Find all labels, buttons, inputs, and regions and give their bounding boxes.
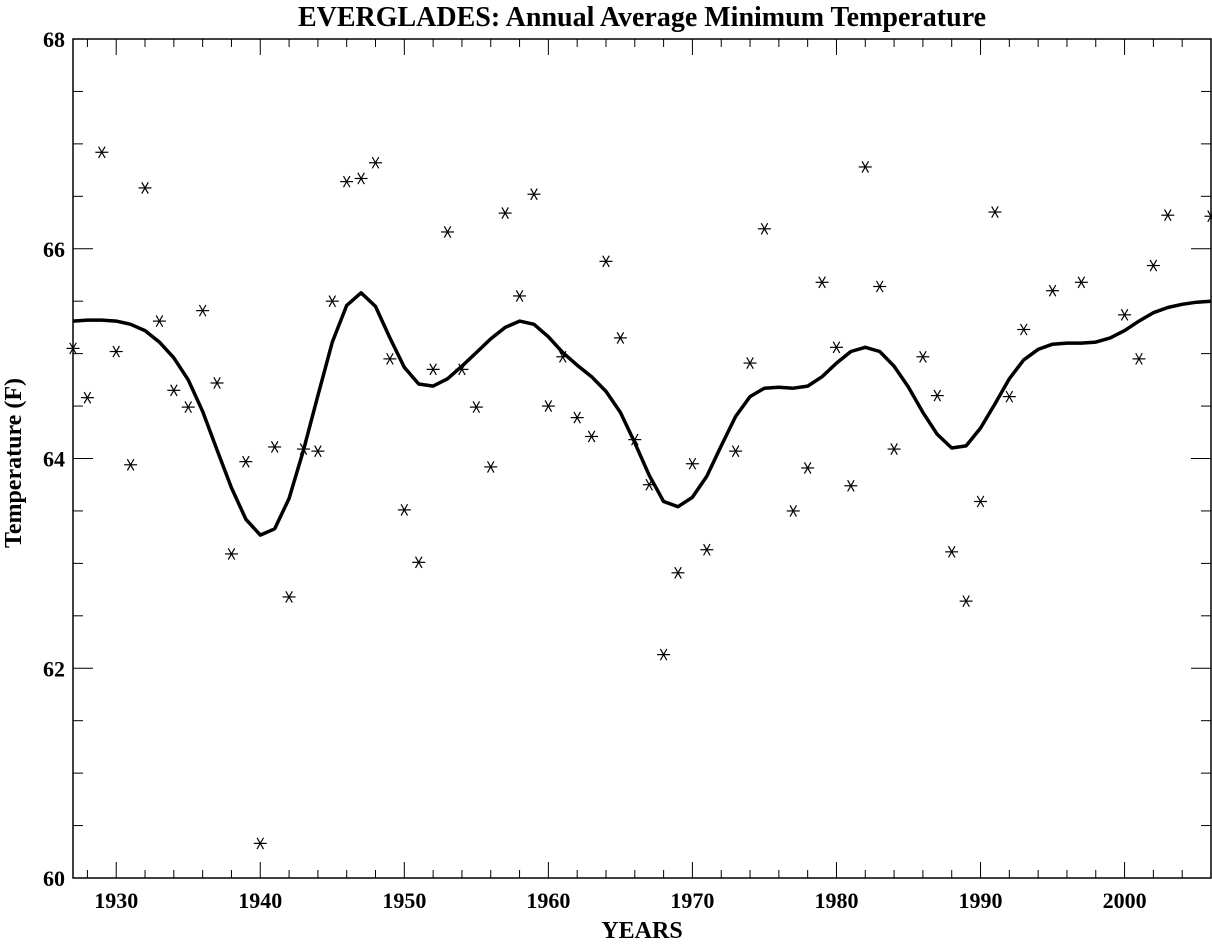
x-axis-label: YEARS bbox=[601, 918, 682, 944]
data-point bbox=[224, 548, 238, 560]
data-point bbox=[152, 315, 166, 328]
data-point bbox=[80, 391, 94, 404]
data-points bbox=[66, 146, 1212, 850]
x-tick-label: 1950 bbox=[382, 888, 426, 913]
data-point bbox=[1204, 210, 1212, 223]
data-point bbox=[95, 146, 109, 159]
data-point bbox=[599, 255, 613, 268]
data-point bbox=[671, 566, 685, 579]
data-point bbox=[484, 460, 498, 473]
data-point bbox=[1017, 323, 1031, 336]
data-point bbox=[757, 222, 771, 235]
data-point bbox=[426, 363, 440, 376]
data-point bbox=[829, 341, 843, 354]
data-point bbox=[513, 290, 527, 302]
data-point bbox=[945, 545, 959, 558]
data-point bbox=[959, 595, 973, 608]
data-point bbox=[570, 411, 584, 424]
data-point bbox=[916, 350, 930, 363]
y-tick-label: 66 bbox=[43, 237, 65, 262]
data-point bbox=[1161, 209, 1175, 222]
data-point bbox=[253, 837, 267, 850]
x-tick-label: 1930 bbox=[94, 888, 138, 913]
data-point bbox=[685, 457, 699, 470]
smoothed-trend-line bbox=[72, 291, 1212, 537]
data-point bbox=[412, 556, 426, 569]
data-point bbox=[340, 175, 354, 188]
x-tick-label: 2000 bbox=[1103, 888, 1147, 913]
y-tick-label: 64 bbox=[43, 447, 65, 472]
data-point bbox=[325, 295, 339, 308]
y-axis-label: Temperature (F) bbox=[1, 378, 27, 548]
data-point bbox=[167, 384, 181, 397]
data-point bbox=[469, 401, 483, 414]
data-point bbox=[296, 443, 310, 455]
data-point bbox=[930, 389, 944, 402]
data-point bbox=[844, 479, 858, 492]
x-tick-label: 1970 bbox=[670, 888, 714, 913]
data-point bbox=[1002, 390, 1016, 403]
data-point bbox=[441, 226, 455, 238]
data-point bbox=[1074, 276, 1088, 289]
data-point bbox=[729, 445, 743, 458]
axis-tick-labels: 1930 1940 1950 1960 1970 1980 1990 2000 60 62 64 66… bbox=[43, 27, 1147, 913]
data-point bbox=[1132, 352, 1146, 365]
y-tick-label: 68 bbox=[43, 27, 65, 52]
data-point bbox=[268, 441, 282, 453]
data-point bbox=[397, 503, 411, 516]
data-point bbox=[109, 345, 123, 358]
data-point bbox=[613, 331, 627, 344]
data-point bbox=[801, 462, 815, 474]
data-point bbox=[383, 352, 397, 365]
y-tick-label: 62 bbox=[43, 656, 65, 681]
data-point bbox=[642, 478, 656, 491]
x-tick-label: 1940 bbox=[238, 888, 282, 913]
data-point bbox=[282, 591, 296, 603]
data-point bbox=[1046, 284, 1060, 297]
data-point bbox=[138, 181, 152, 194]
data-point bbox=[700, 543, 714, 556]
data-point bbox=[786, 505, 800, 517]
data-point bbox=[585, 430, 599, 443]
y-tick-label: 60 bbox=[43, 866, 65, 891]
data-point bbox=[541, 400, 555, 412]
data-point bbox=[527, 188, 541, 201]
data-point bbox=[974, 495, 988, 508]
data-point bbox=[354, 172, 368, 185]
data-point bbox=[743, 357, 757, 369]
data-point bbox=[628, 433, 642, 446]
data-point bbox=[311, 445, 325, 458]
x-tick-label: 1990 bbox=[959, 888, 1003, 913]
axis-ticks bbox=[73, 38, 1212, 879]
data-point bbox=[873, 280, 887, 293]
data-point bbox=[887, 443, 901, 455]
data-point bbox=[1118, 308, 1132, 321]
data-point bbox=[210, 377, 224, 389]
data-point bbox=[196, 304, 210, 317]
data-point bbox=[124, 458, 138, 471]
x-tick-label: 1980 bbox=[814, 888, 858, 913]
x-tick-label: 1960 bbox=[526, 888, 570, 913]
chart-title: EVERGLADES: Annual Average Minimum Tempe… bbox=[298, 2, 986, 33]
data-point bbox=[498, 207, 512, 220]
data-point bbox=[556, 350, 570, 363]
data-point bbox=[239, 455, 253, 468]
data-point bbox=[369, 156, 383, 169]
data-point bbox=[657, 648, 671, 661]
data-point bbox=[181, 401, 195, 414]
data-point bbox=[1146, 259, 1160, 272]
data-point bbox=[988, 206, 1002, 218]
data-point bbox=[455, 363, 469, 376]
data-point bbox=[858, 161, 872, 173]
data-point bbox=[815, 276, 829, 289]
data-point bbox=[66, 342, 80, 355]
